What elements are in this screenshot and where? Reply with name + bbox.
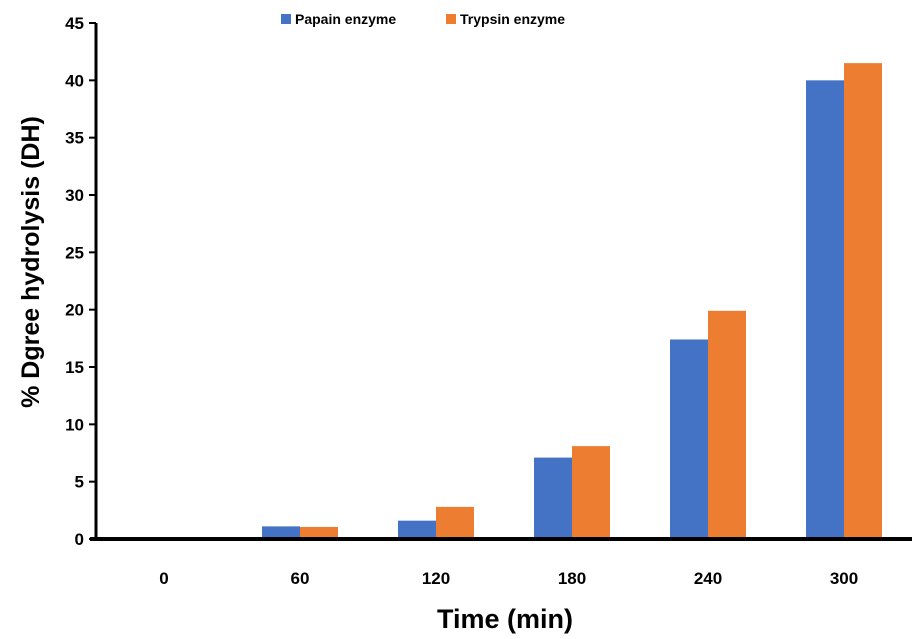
x-axis-title: Time (min) [437, 604, 573, 634]
bar-papain-enzyme [670, 339, 708, 539]
legend-label: Trypsin enzyme [460, 11, 565, 27]
y-tick-label: 20 [65, 301, 84, 320]
y-tick-label: 10 [65, 415, 84, 434]
x-tick-label: 240 [694, 569, 722, 588]
bar-papain-enzyme [398, 520, 436, 539]
bar-papain-enzyme [806, 80, 844, 539]
bar-trypsin-enzyme [300, 526, 338, 539]
y-tick-label: 25 [65, 243, 84, 262]
x-tick-label: 0 [159, 569, 168, 588]
y-tick-label: 5 [75, 473, 84, 492]
y-tick-label: 45 [65, 14, 84, 33]
x-tick-label: 120 [422, 569, 450, 588]
legend-label: Papain enzyme [295, 11, 396, 27]
bar-trypsin-enzyme [708, 310, 746, 539]
y-tick-label: 35 [65, 129, 84, 148]
bar-trypsin-enzyme [436, 506, 474, 539]
y-tick-label: 0 [75, 530, 84, 549]
legend-swatch [446, 14, 456, 24]
bar-trypsin-enzyme [844, 63, 882, 540]
bars-group [262, 63, 882, 540]
x-tick-label: 60 [291, 569, 310, 588]
bar-papain-enzyme [534, 457, 572, 539]
y-tick-label: 40 [65, 71, 84, 90]
legend-swatch [281, 14, 291, 24]
x-tick-label: 180 [558, 569, 586, 588]
bar-papain-enzyme [262, 526, 300, 539]
bar-trypsin-enzyme [572, 446, 610, 539]
x-axis-ticks: 0 60 120 180 240 300 [159, 569, 858, 588]
y-axis-ticks: 0 5 10 15 20 25 30 35 40 45 [65, 14, 96, 549]
y-tick-label: 30 [65, 186, 84, 205]
x-tick-label: 300 [830, 569, 858, 588]
y-tick-label: 15 [65, 358, 84, 377]
y-axis-title: % Dgree hydrolysis (DH) [17, 116, 45, 408]
legend: Papain enzyme Trypsin enzyme [281, 11, 565, 27]
